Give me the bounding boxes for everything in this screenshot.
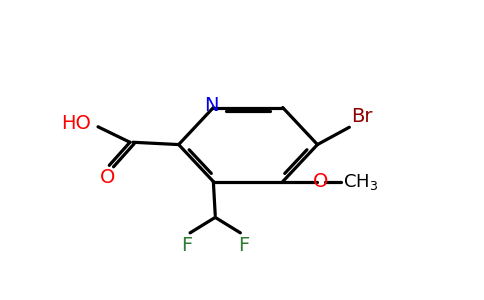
Text: Br: Br xyxy=(351,107,373,126)
Text: O: O xyxy=(313,172,328,191)
Text: O: O xyxy=(100,168,115,187)
Text: HO: HO xyxy=(61,114,91,133)
Text: F: F xyxy=(181,236,192,255)
Text: F: F xyxy=(239,236,250,255)
Text: CH$_3$: CH$_3$ xyxy=(343,172,378,192)
Text: N: N xyxy=(204,96,219,115)
